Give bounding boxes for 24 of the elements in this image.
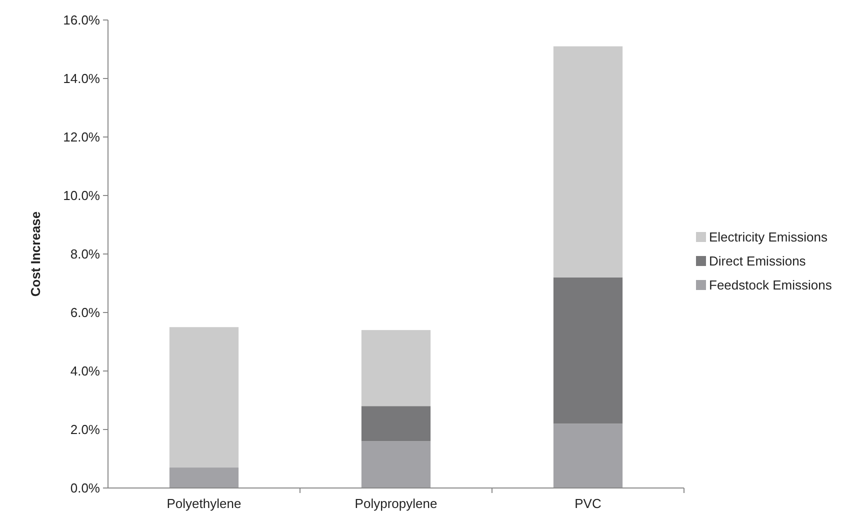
bar <box>361 441 431 488</box>
legend-label: Direct Emissions <box>709 254 806 269</box>
x-tick-label: Polypropylene <box>354 496 438 511</box>
y-axis-title: Cost Increase <box>28 211 43 297</box>
bar <box>553 46 623 278</box>
bar <box>553 277 623 424</box>
bar <box>169 327 239 468</box>
bar <box>361 330 431 406</box>
y-tick-label: 6.0% <box>70 305 100 320</box>
bar <box>169 468 239 488</box>
y-tick-label: 12.0% <box>63 130 100 145</box>
bar <box>361 406 431 442</box>
y-tick-label: 16.0% <box>63 12 100 28</box>
bar <box>553 424 623 488</box>
y-tick-label: 2.0% <box>70 422 100 438</box>
legend-label: Feedstock Emissions <box>709 278 832 293</box>
legend-label: Electricity Emissions <box>709 230 828 245</box>
y-tick-label: 14.0% <box>63 71 100 86</box>
x-tick-label: PVC <box>574 496 602 511</box>
x-tick-label: Polyethylene <box>166 496 242 511</box>
y-tick-label: 10.0% <box>63 188 100 204</box>
y-tick-label: 4.0% <box>70 364 100 379</box>
y-tick-label: 8.0% <box>70 246 100 262</box>
y-tick-label: 0.0% <box>70 480 100 496</box>
